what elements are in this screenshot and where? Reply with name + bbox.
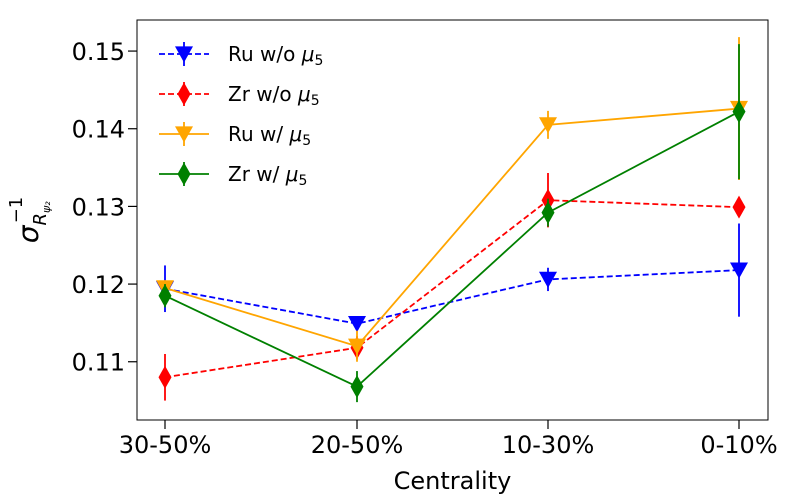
legend-entry: Ru w/o μ5 bbox=[159, 42, 323, 69]
y-tick-label: 0.13 bbox=[72, 193, 125, 221]
legend-label: Zr w/o μ5 bbox=[228, 82, 320, 109]
x-tick-label: 20-50% bbox=[311, 431, 404, 459]
series-3 bbox=[158, 44, 746, 403]
legend: Ru w/o μ5 Zr w/o μ5 Ru w/ μ5 Zr w/ μ5 bbox=[159, 42, 323, 189]
series-layer bbox=[156, 37, 748, 403]
y-axis: 0.11 0.12 0.13 0.14 0.15 bbox=[72, 38, 137, 377]
series-line bbox=[164, 269, 740, 325]
x-tick-label: 0-10% bbox=[700, 431, 777, 459]
legend-marker bbox=[177, 162, 191, 186]
y-axis-title: σRψ₂ −1 bbox=[6, 197, 53, 243]
legend-marker bbox=[175, 126, 193, 143]
series-line bbox=[164, 199, 740, 379]
y-axis-title-subsub: ψ₂ bbox=[40, 201, 53, 213]
legend-entry: Ru w/ μ5 bbox=[159, 122, 311, 149]
legend-entry: Zr w/ μ5 bbox=[159, 162, 307, 189]
plot-background bbox=[137, 20, 768, 420]
y-axis-title-sub: R bbox=[30, 213, 51, 226]
data-point bbox=[158, 284, 172, 308]
x-tick-label: 30-50% bbox=[119, 431, 212, 459]
data-point bbox=[348, 316, 366, 333]
data-point bbox=[350, 375, 364, 399]
data-point bbox=[158, 365, 172, 389]
legend-marker bbox=[175, 46, 193, 63]
legend-entry: Zr w/o μ5 bbox=[159, 82, 320, 109]
data-point bbox=[730, 262, 748, 279]
legend-label: Zr w/ μ5 bbox=[228, 162, 307, 189]
y-tick-label: 0.14 bbox=[72, 116, 125, 144]
data-point bbox=[348, 338, 366, 355]
x-axis-title: Centrality bbox=[394, 467, 512, 495]
series-line bbox=[164, 110, 740, 388]
y-tick-label: 0.12 bbox=[72, 271, 125, 299]
x-tick-label: 10-30% bbox=[502, 431, 595, 459]
svg-text:σRψ₂−1: σRψ₂ −1 bbox=[6, 197, 53, 243]
y-axis-title-sigma: σ bbox=[12, 224, 45, 243]
legend-marker bbox=[177, 82, 191, 106]
data-point bbox=[539, 271, 557, 288]
data-point bbox=[541, 201, 555, 225]
series-line bbox=[164, 107, 740, 348]
y-axis-title-exp: −1 bbox=[6, 197, 27, 224]
x-axis: 30-50% 20-50% 10-30% 0-10% bbox=[119, 420, 778, 459]
data-point bbox=[732, 100, 746, 124]
legend-label: Ru w/o μ5 bbox=[228, 42, 323, 69]
y-tick-label: 0.11 bbox=[72, 349, 125, 377]
data-point bbox=[732, 195, 746, 219]
data-point bbox=[539, 117, 557, 134]
legend-label: Ru w/ μ5 bbox=[228, 122, 311, 149]
y-tick-label: 0.15 bbox=[72, 38, 125, 66]
plot-frame bbox=[136, 19, 769, 421]
